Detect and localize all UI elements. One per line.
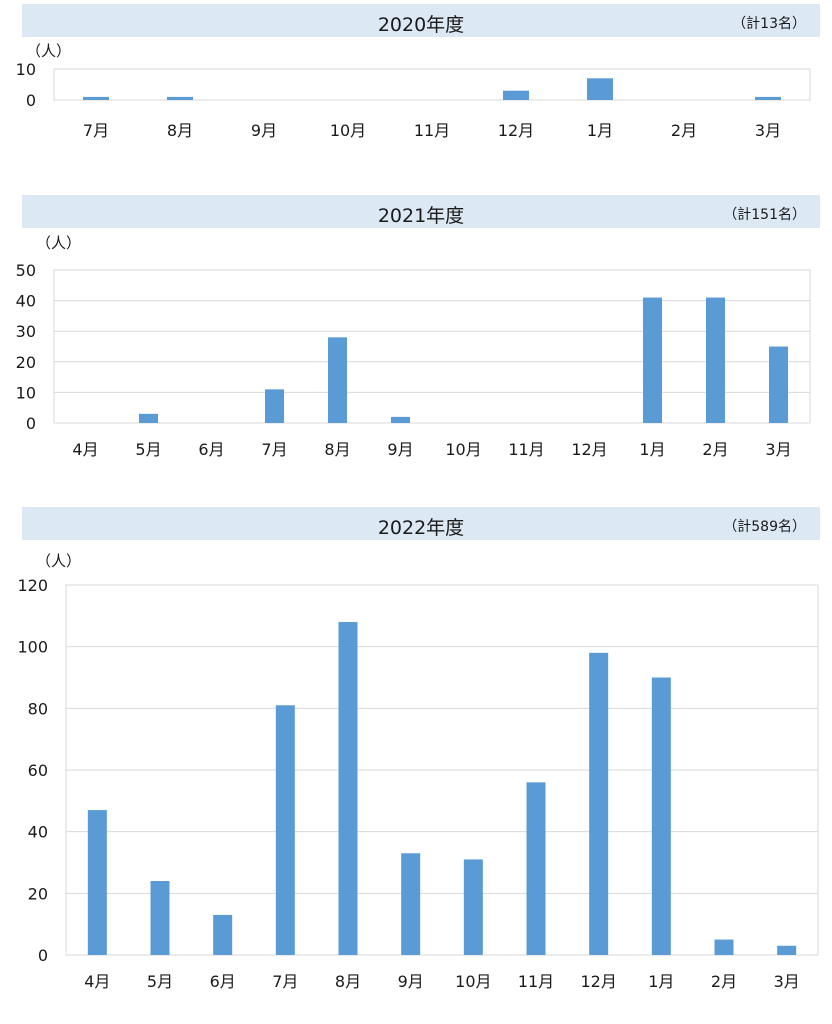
x-tick-label: 2月 <box>711 972 737 991</box>
bar <box>391 416 410 423</box>
y-tick-label: 40 <box>16 292 36 311</box>
x-tick-label: 7月 <box>272 972 298 991</box>
chart-title: 2022年度 <box>377 517 465 539</box>
y-tick-label: 20 <box>28 884 48 903</box>
x-tick-label: 2月 <box>702 440 728 459</box>
x-tick-label: 12月 <box>580 972 616 991</box>
x-tick-label: 3月 <box>774 972 800 991</box>
y-tick-label: 100 <box>17 638 48 657</box>
y-tick-label: 0 <box>38 946 48 965</box>
x-tick-label: 1月 <box>639 440 665 459</box>
y-tick-label: 10 <box>16 60 36 79</box>
x-tick-label: 10月 <box>445 440 481 459</box>
bar <box>83 96 109 100</box>
x-tick-label: 2月 <box>671 121 697 140</box>
chart-total: （計589名） <box>723 519 806 535</box>
x-tick-label: 9月 <box>251 121 277 140</box>
x-tick-label: 11月 <box>414 121 450 140</box>
bar <box>589 652 609 955</box>
x-tick-label: 10月 <box>455 972 491 991</box>
chart-header: 2022年度 （計589名） <box>22 507 820 540</box>
bar <box>463 859 483 955</box>
x-tick-label: 3月 <box>765 440 791 459</box>
y-unit-label: （人） <box>26 42 72 60</box>
chart-header: 2021年度 （計151名） <box>22 195 820 228</box>
bar-chart-2020: 0 10 7月 8月 9月 10月 11月 12月 1月 2月 3月 <box>16 60 811 140</box>
y-tick-label: 0 <box>26 91 36 110</box>
bar <box>714 939 734 955</box>
x-tick-label: 3月 <box>755 121 781 140</box>
bar <box>526 782 546 955</box>
x-tick-label: 4月 <box>72 440 98 459</box>
y-tick-label: 20 <box>16 353 36 372</box>
bar <box>755 96 781 100</box>
chart-total: （計151名） <box>723 207 806 223</box>
x-tick-label: 12月 <box>498 121 534 140</box>
bar <box>706 297 725 423</box>
y-tick-label: 10 <box>16 383 36 402</box>
y-unit-label: （人） <box>36 234 82 252</box>
bar <box>265 389 284 423</box>
chart-title: 2021年度 <box>377 205 465 227</box>
x-tick-label: 8月 <box>335 972 361 991</box>
x-tick-label: 4月 <box>84 972 110 991</box>
bar <box>139 413 158 423</box>
x-tick-label: 7月 <box>83 121 109 140</box>
bar <box>150 881 170 955</box>
bar <box>503 90 529 100</box>
y-tick-label: 0 <box>26 414 36 433</box>
bar <box>87 810 107 955</box>
x-tick-label: 9月 <box>398 972 424 991</box>
x-tick-label: 6月 <box>210 972 236 991</box>
x-tick-label: 6月 <box>198 440 224 459</box>
x-tick-label: 8月 <box>167 121 193 140</box>
x-tick-label: 1月 <box>648 972 674 991</box>
y-unit-label: （人） <box>36 552 82 570</box>
x-tick-label: 11月 <box>508 440 544 459</box>
x-tick-label: 9月 <box>387 440 413 459</box>
x-tick-label: 7月 <box>261 440 287 459</box>
bar <box>213 914 233 955</box>
x-tick-label: 5月 <box>135 440 161 459</box>
x-tick-label: 1月 <box>587 121 613 140</box>
bar <box>777 945 797 955</box>
bar-chart-2021: 0 10 20 30 40 50 4月 5月 6月 7月 8月 9月 10月 11月 12月 1月 2月 3月 <box>16 261 811 459</box>
y-tick-label: 120 <box>17 576 48 595</box>
y-tick-label: 60 <box>28 761 48 780</box>
bar <box>651 677 671 955</box>
bar <box>587 78 613 100</box>
bar <box>643 297 662 423</box>
chart-total: （計13名） <box>732 16 806 32</box>
bar <box>401 853 421 955</box>
y-tick-label: 80 <box>28 699 48 718</box>
x-tick-label: 10月 <box>330 121 366 140</box>
bar <box>275 705 295 955</box>
bar <box>338 622 358 955</box>
bar <box>769 346 788 423</box>
y-tick-label: 40 <box>28 823 48 842</box>
x-tick-label: 8月 <box>324 440 350 459</box>
y-tick-label: 30 <box>16 322 36 341</box>
chart-title: 2020年度 <box>377 14 465 36</box>
chart-header: 2020年度 （計13名） <box>22 4 820 37</box>
x-tick-label: 12月 <box>571 440 607 459</box>
bar <box>328 337 347 423</box>
x-tick-label: 11月 <box>518 972 554 991</box>
bar <box>167 96 193 100</box>
y-tick-label: 50 <box>16 261 36 280</box>
x-tick-label: 5月 <box>147 972 173 991</box>
